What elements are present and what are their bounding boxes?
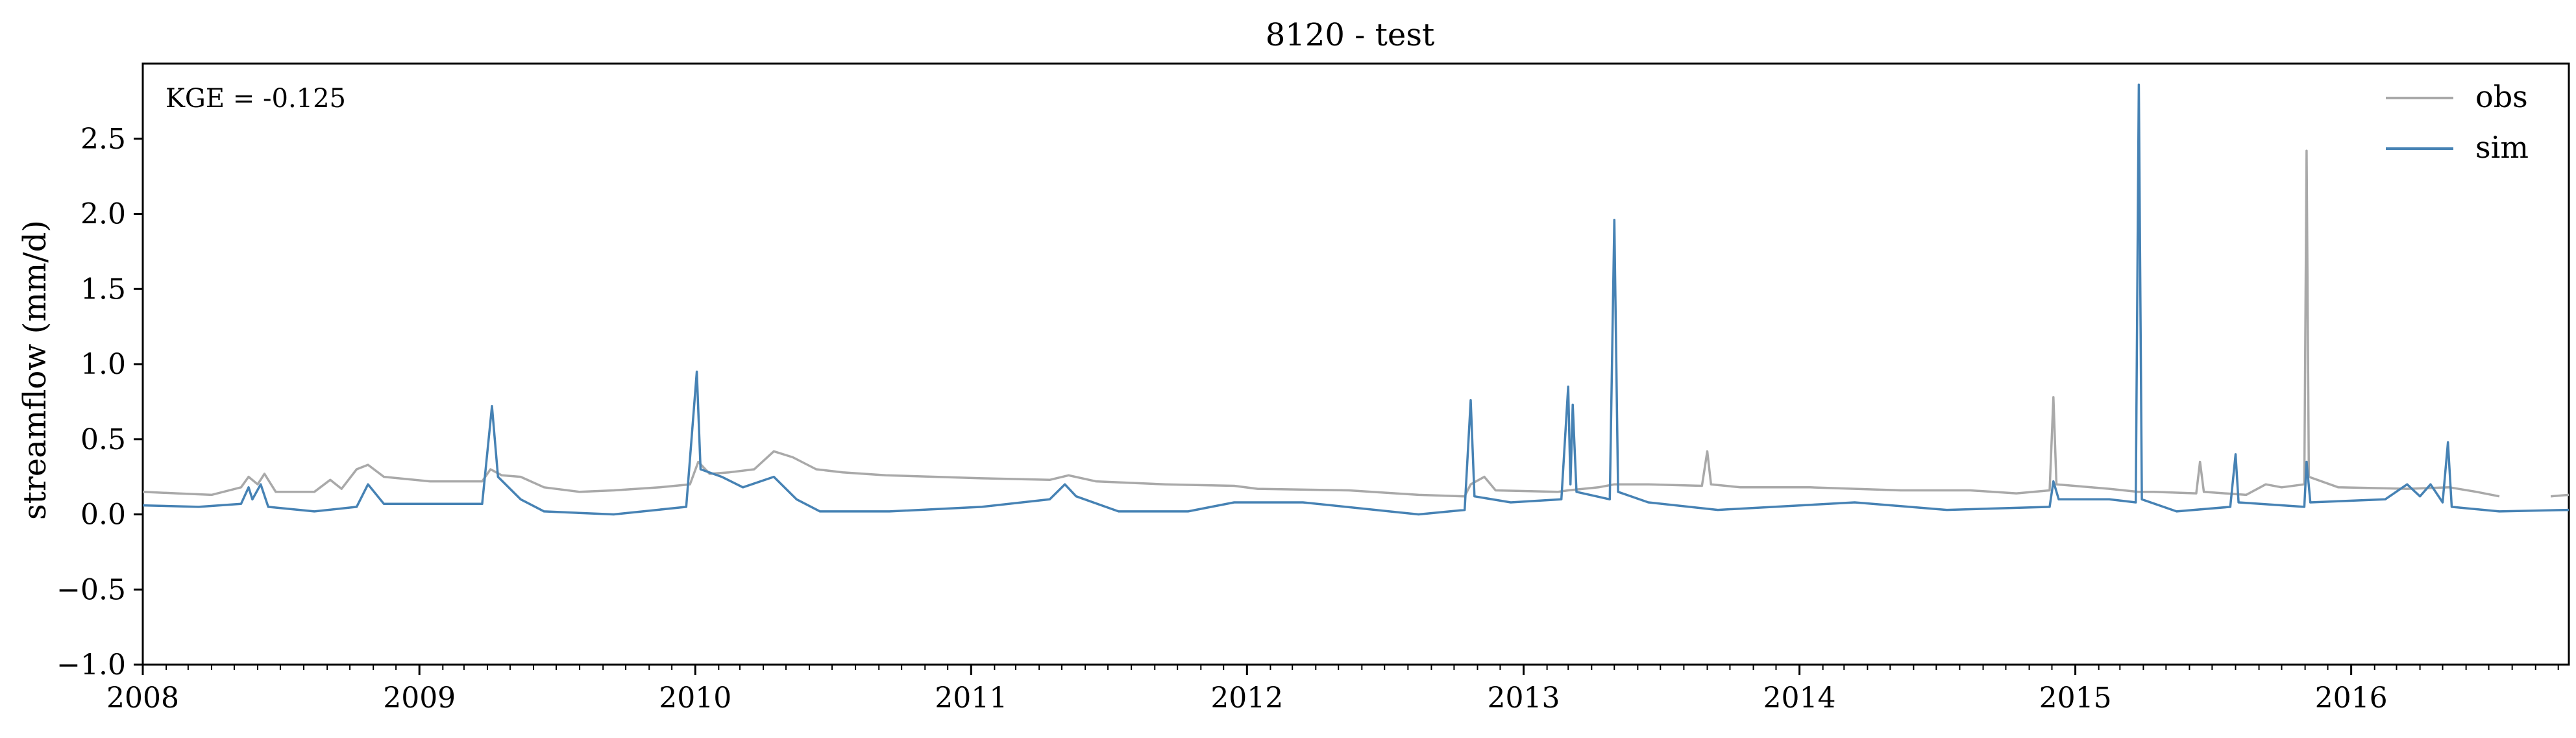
- series-line-obs: [142, 149, 2570, 498]
- x-tick-label: 2014: [1763, 682, 1836, 715]
- x-tick-label: 2009: [383, 682, 456, 715]
- legend-label-sim: sim: [2475, 130, 2529, 165]
- chart-title: 8120 - test: [1266, 17, 1435, 53]
- series-line-sim: [142, 83, 2570, 516]
- x-tick-label: 2016: [2315, 682, 2388, 715]
- y-tick-label: −0.5: [56, 573, 126, 606]
- y-tick-label: 2.0: [80, 198, 126, 231]
- x-axis-ticks: 2008 2009 2010 2011 2012 2013 2014 2015 2016: [106, 665, 2559, 715]
- series-layer: [142, 83, 2570, 516]
- x-tick-label: 2013: [1488, 682, 1560, 715]
- y-tick-label: −1.0: [56, 648, 126, 682]
- y-tick-label: 1.5: [80, 273, 126, 306]
- y-axis-ticks: −1.0 −0.5 0.0 0.5 1.0 1.5 2.0 2.5: [56, 123, 143, 682]
- y-tick-label: 0.5: [80, 423, 126, 456]
- x-tick-label: 2015: [2039, 682, 2112, 715]
- plot-frame: [141, 62, 2570, 666]
- y-tick-label: 0.0: [80, 498, 126, 532]
- y-tick-label: 1.0: [80, 348, 126, 381]
- x-tick-label: 2012: [1210, 682, 1283, 715]
- x-tick-label: 2011: [935, 682, 1007, 715]
- kge-annotation: KGE = -0.125: [166, 84, 346, 114]
- x-tick-label: 2010: [659, 682, 731, 715]
- legend-label-obs: obs: [2475, 79, 2528, 114]
- y-tick-label: 2.5: [80, 123, 126, 156]
- legend: obs sim: [2386, 79, 2529, 165]
- x-tick-label: 2008: [106, 682, 179, 715]
- y-axis-label: streamflow (mm/d): [17, 220, 53, 520]
